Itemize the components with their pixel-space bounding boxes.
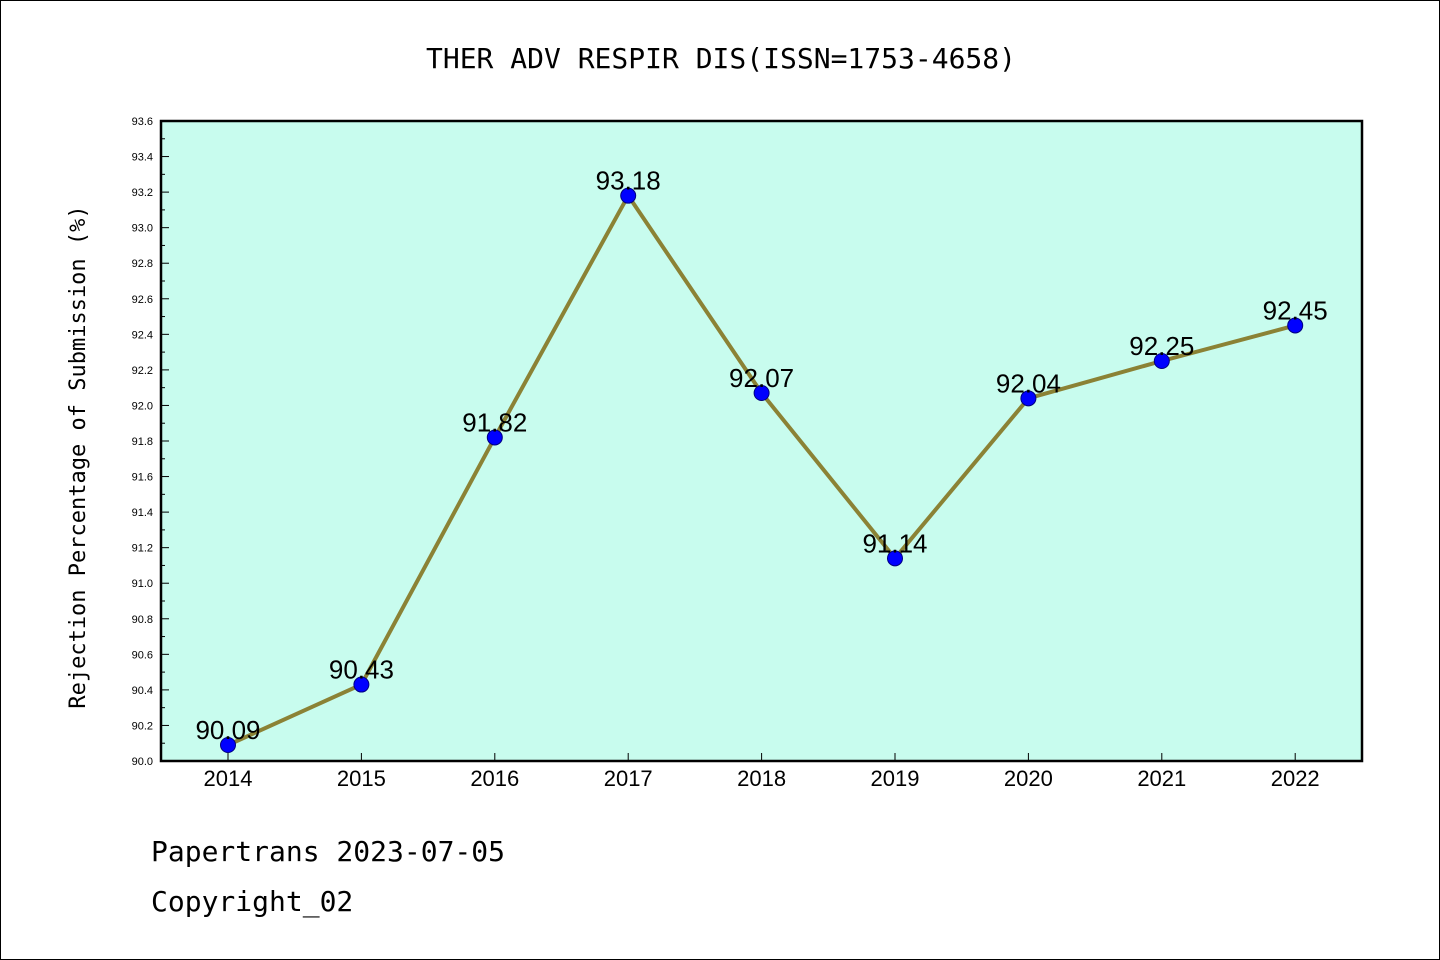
data-label: 93.18 <box>596 166 661 196</box>
data-label: 91.14 <box>862 528 927 558</box>
data-point <box>1287 317 1304 334</box>
data-label: 90.09 <box>195 715 260 745</box>
data-point <box>753 385 770 401</box>
y-tick-label: 91.6 <box>132 472 153 484</box>
y-tick-label: 90.8 <box>132 614 153 626</box>
plot-area <box>161 121 1362 761</box>
x-tick-label: 2021 <box>1137 766 1186 791</box>
data-point <box>620 187 637 204</box>
series-layer <box>220 187 1304 753</box>
y-tick-label: 92.6 <box>132 294 153 306</box>
x-tick-label: 2017 <box>604 766 653 791</box>
data-point <box>1020 390 1037 407</box>
y-tick-label: 91.0 <box>132 578 153 590</box>
chart-title: THER ADV RESPIR DIS(ISSN=1753-4658) <box>426 42 1016 75</box>
data-point <box>486 429 503 446</box>
y-tick-label: 92.2 <box>132 365 153 377</box>
x-tick-label: 2022 <box>1271 766 1320 791</box>
y-axis: 90.0 90.2 90.4 90.6 90.8 91.0 91.2 91.4 91.6 91.8… <box>132 116 169 768</box>
y-tick-label: 92.8 <box>132 258 153 270</box>
x-axis: 2014 2015 2016 2017 2018 2019 2020 2021 2022 <box>204 753 1320 791</box>
data-label: 92.45 <box>1263 295 1328 325</box>
x-tick-label: 2020 <box>1004 766 1053 791</box>
data-label: 92.07 <box>729 363 794 393</box>
data-point <box>353 676 370 693</box>
x-tick-label: 2019 <box>871 766 920 791</box>
y-axis-label: Rejection Percentage of Submission (%) <box>66 205 91 708</box>
y-tick-label: 91.8 <box>132 436 153 448</box>
data-label: 90.43 <box>329 655 394 685</box>
y-tick-label: 90.6 <box>132 649 153 661</box>
y-tick-label: 90.4 <box>132 685 153 697</box>
x-tick-label: 2015 <box>337 766 386 791</box>
data-point <box>220 737 236 753</box>
footer-copyright: Copyright_02 <box>151 885 354 918</box>
x-tick-label: 2014 <box>204 766 253 791</box>
data-point <box>1153 353 1170 369</box>
data-point <box>887 550 903 567</box>
data-label-layer: 90.09 90.43 91.82 93.18 92.07 91.14 92.04 92.25… <box>195 166 1327 745</box>
y-tick-label: 90.2 <box>132 720 153 732</box>
y-tick-label: 91.4 <box>132 507 153 519</box>
y-tick-label: 91.2 <box>132 543 153 555</box>
y-tick-label: 90.0 <box>132 756 153 768</box>
data-label: 92.25 <box>1129 331 1194 361</box>
y-tick-label: 93.4 <box>132 152 153 164</box>
data-label: 91.82 <box>462 407 527 437</box>
y-tick-label: 93.0 <box>132 223 153 235</box>
y-tick-label: 93.2 <box>132 187 153 199</box>
y-tick-label: 92.4 <box>132 329 153 341</box>
plot-border <box>159 119 1364 763</box>
y-tick-label: 92.0 <box>132 400 153 412</box>
y-tick-label: 93.6 <box>132 116 153 128</box>
data-label: 92.04 <box>996 368 1061 398</box>
x-tick-label: 2016 <box>470 766 519 791</box>
x-tick-label: 2018 <box>737 766 786 791</box>
footer-source: Papertrans 2023-07-05 <box>151 835 506 868</box>
